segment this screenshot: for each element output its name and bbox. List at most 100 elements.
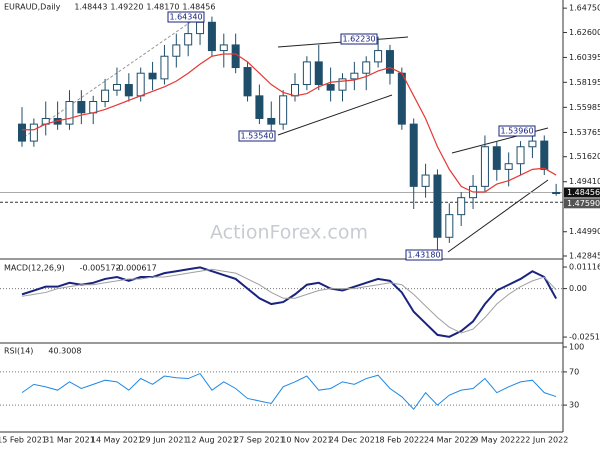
x-tick-label: 9 May 2022 xyxy=(473,436,520,445)
readout: 40.3008 xyxy=(48,347,81,356)
y-tick-label: 1.62600 xyxy=(569,28,600,37)
candle-body xyxy=(101,89,110,102)
y-tick-label: 30 xyxy=(569,401,579,410)
annotation: 1.53540 xyxy=(240,132,273,141)
pane-title: EURAUD,Daily xyxy=(4,3,61,12)
y-tick-label: 1.51620 xyxy=(569,152,600,161)
candle-body xyxy=(338,78,347,91)
y-tick-label: 1.44990 xyxy=(569,227,600,236)
y-tick-label: 1.60395 xyxy=(569,53,600,62)
x-tick-label: 14 May 2021 xyxy=(91,436,143,445)
candle-body xyxy=(362,61,371,74)
candle-body xyxy=(291,84,300,97)
price-label: 1.48456 xyxy=(567,188,600,197)
annotation-box xyxy=(340,33,378,45)
candle-body xyxy=(148,72,157,80)
candle-body xyxy=(504,163,513,170)
candle-body xyxy=(409,123,418,187)
annotation-box xyxy=(238,130,276,142)
readout: 1.49220 xyxy=(110,3,143,12)
x-tick-label: 8 Feb 2022 xyxy=(379,436,424,445)
candle-body xyxy=(196,21,205,35)
candle-body xyxy=(314,61,323,86)
annotation-box xyxy=(405,249,443,261)
candle-body xyxy=(29,123,38,142)
candle-body xyxy=(480,146,489,187)
candle-body xyxy=(124,84,133,97)
price-box xyxy=(564,187,600,198)
candle-body xyxy=(136,72,145,97)
pane-title: RSI(14) xyxy=(4,347,33,356)
trend-line xyxy=(277,94,393,136)
indicator-line xyxy=(21,268,557,334)
candle-body xyxy=(528,140,537,148)
level-box xyxy=(564,198,600,209)
trend-line xyxy=(447,179,549,253)
x-tick-label: 31 Mar 2021 xyxy=(44,436,95,445)
candle-body xyxy=(326,84,335,91)
y-tick-label: 1.58195 xyxy=(569,78,600,87)
y-tick-label: 1.64750 xyxy=(569,4,600,13)
candle-body xyxy=(112,84,121,91)
candle-body xyxy=(267,117,276,125)
level-label: 1.47590 xyxy=(567,199,600,208)
candle-body xyxy=(516,146,525,165)
candle-body xyxy=(77,100,86,114)
readout: 1.48443 xyxy=(74,3,107,12)
annotation: 1.43180 xyxy=(407,251,440,260)
y-tick-label: 0.011166 xyxy=(569,263,600,272)
readout: 1.48456 xyxy=(182,3,215,12)
indicator-line xyxy=(21,372,557,411)
candle-body xyxy=(374,50,383,63)
x-tick-label: 12 Aug 2021 xyxy=(186,436,237,445)
readout: 1.48170 xyxy=(146,3,179,12)
x-tick-label: 29 Jun 2021 xyxy=(140,436,188,445)
candle-body xyxy=(540,140,549,170)
x-tick-label: 10 Nov 2021 xyxy=(281,436,332,445)
candle-body xyxy=(243,67,252,97)
annotation-box xyxy=(498,125,536,137)
candle-body xyxy=(160,55,169,80)
annotation-box xyxy=(167,11,205,23)
x-tick-label: 24 Mar 2022 xyxy=(424,436,475,445)
y-tick-label: 0.00 xyxy=(569,284,587,293)
y-tick-label: 1.49410 xyxy=(569,177,600,186)
annotation: 1.64340 xyxy=(169,13,202,22)
candle-body xyxy=(219,44,228,52)
moving-average xyxy=(22,53,557,193)
x-tick-label: 22 Jun 2022 xyxy=(520,436,568,445)
y-tick-label: 1.53765 xyxy=(569,128,600,137)
y-tick-label: 1.42845 xyxy=(569,252,600,261)
annotation: 1.53960 xyxy=(500,127,533,136)
y-tick-label: 1.55985 xyxy=(569,103,600,112)
candle-body xyxy=(279,95,288,125)
candle-body xyxy=(302,61,311,86)
candle-body xyxy=(397,72,406,125)
candle-body xyxy=(255,95,264,119)
candle-body xyxy=(552,192,561,195)
y-tick-label: -0.025117 xyxy=(569,333,600,342)
y-tick-label: 100 xyxy=(569,342,584,351)
candle-body xyxy=(172,44,181,57)
candle-body xyxy=(18,123,26,142)
candle-body xyxy=(207,21,216,52)
y-tick-label: 70 xyxy=(569,367,579,376)
x-tick-label: 15 Feb 2021 xyxy=(0,436,47,445)
candle-body xyxy=(492,146,501,170)
candle-body xyxy=(350,72,359,80)
readout: -0.005172 xyxy=(80,264,121,273)
pane-title: MACD(12,26,9) xyxy=(4,264,65,273)
candle-body xyxy=(433,174,442,238)
readout: -0.000617 xyxy=(116,264,157,273)
candle-body xyxy=(457,197,466,216)
candle-body xyxy=(89,100,98,114)
candle-body xyxy=(445,214,454,238)
annotation: 1.62230 xyxy=(342,35,375,44)
candle-body xyxy=(65,100,74,125)
candle-body xyxy=(184,33,193,46)
x-tick-label: 24 Dec 2021 xyxy=(329,436,380,445)
candle-body xyxy=(421,174,430,187)
candle-body xyxy=(385,50,394,74)
